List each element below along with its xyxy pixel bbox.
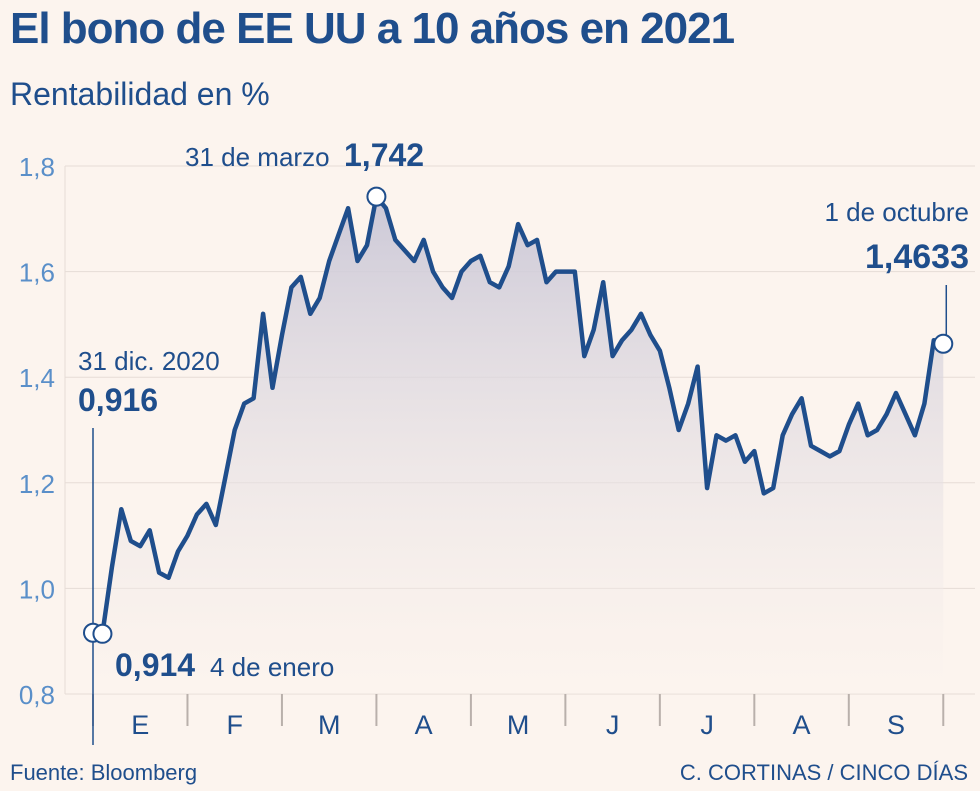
chart-title: El bono de EE UU a 10 años en 2021	[10, 4, 735, 53]
x-tick-label: S	[887, 710, 905, 740]
annotations: 31 dic. 2020 0,916 0,914 4 de enero 31 d…	[78, 137, 969, 745]
y-tick-label: 1,8	[19, 152, 55, 182]
y-tick-label: 1,4	[19, 363, 55, 393]
source-note: Fuente: Bloomberg	[10, 760, 198, 785]
y-tick-label: 1,6	[19, 258, 55, 288]
credit-note: C. CORTINAS / CINCO DÍAS	[679, 760, 968, 785]
y-tick-label: 1,0	[19, 574, 55, 604]
min-value-label: 0,914	[115, 647, 195, 683]
end-value-label: 1,4633	[865, 238, 969, 276]
series-area	[93, 196, 944, 694]
chart-subtitle: Rentabilidad en %	[10, 76, 270, 112]
x-tick-label: A	[415, 710, 433, 740]
x-tick-label: J	[700, 710, 714, 740]
end-date-label: 1 de octubre	[824, 197, 969, 227]
x-tick-label: J	[606, 710, 620, 740]
min-point-marker	[92, 623, 113, 644]
end-point-marker	[933, 333, 954, 354]
start-date-label: 31 dic. 2020	[78, 346, 220, 376]
x-tick-label: M	[507, 710, 530, 740]
y-tick-label: 0,8	[19, 680, 55, 710]
x-tick-label: M	[318, 710, 341, 740]
y-tick-label: 1,2	[19, 469, 55, 499]
y-axis: 0,8 1,0 1,2 1,4 1,6 1,8	[19, 152, 55, 710]
peak-point-marker	[366, 186, 387, 207]
start-value-label: 0,916	[78, 382, 158, 418]
x-tick-label: A	[793, 710, 811, 740]
min-date-label: 4 de enero	[210, 652, 334, 682]
peak-date-label: 31 de marzo	[185, 142, 330, 172]
peak-value-label: 1,742	[344, 137, 424, 173]
x-tick-label: E	[131, 710, 149, 740]
series-line	[90, 194, 946, 637]
x-tick-label: F	[226, 710, 243, 740]
